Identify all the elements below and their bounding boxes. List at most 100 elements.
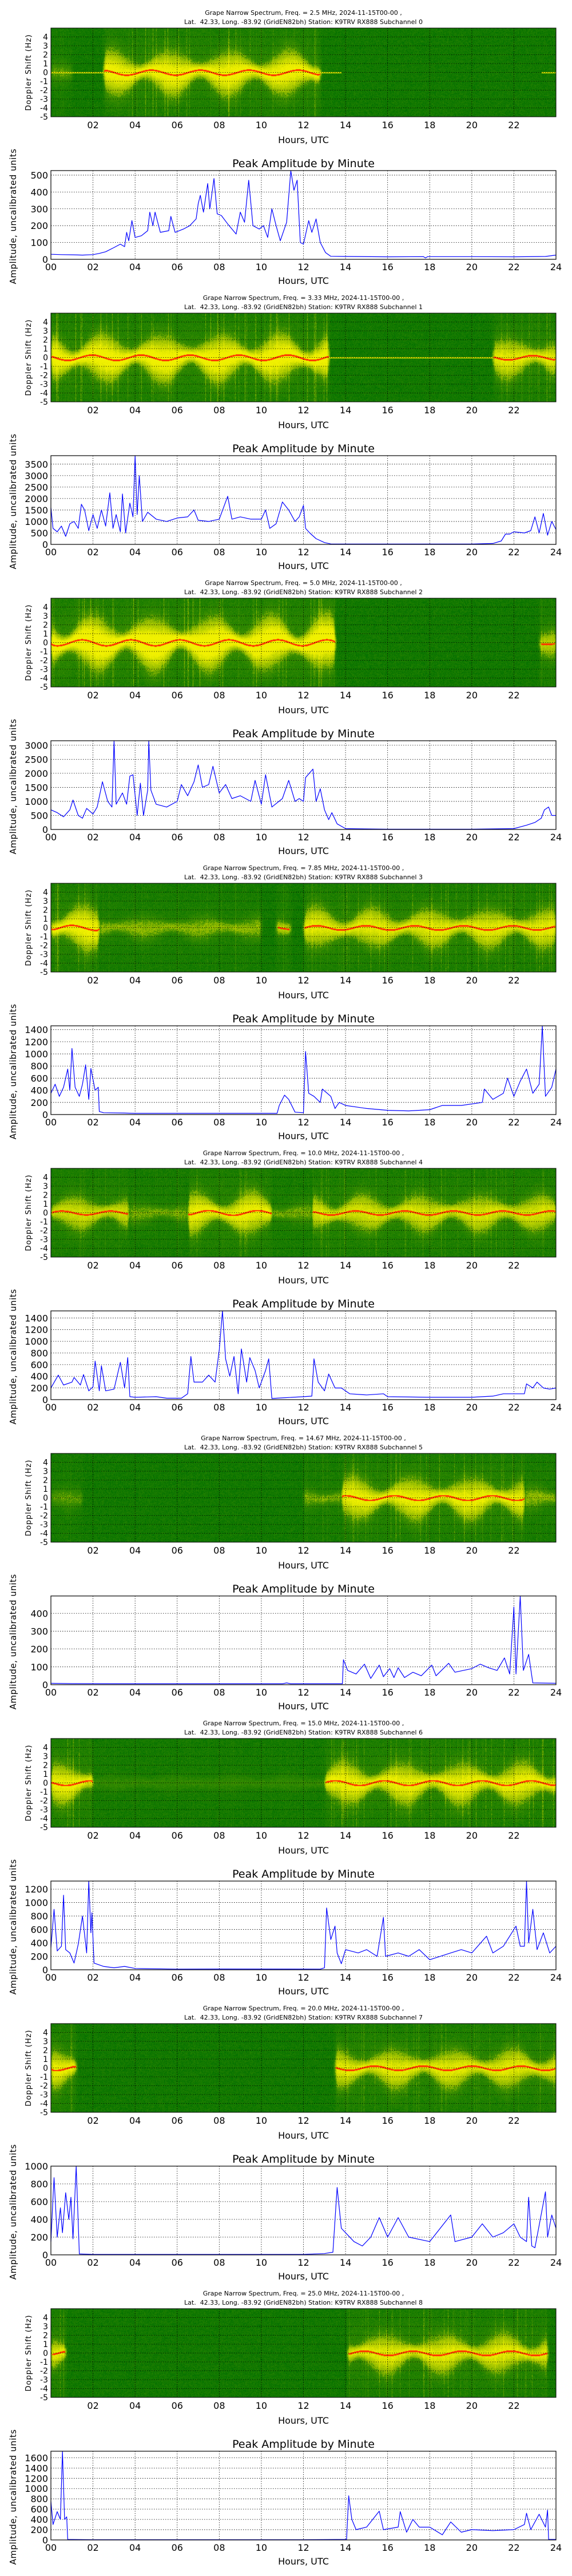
spectrogram-ylabel: Doppler Shift (Hz) bbox=[25, 890, 33, 966]
amplitude-xtick-label: 22 bbox=[508, 1972, 519, 1983]
spectrogram-ytick-label: -2 bbox=[40, 86, 48, 96]
spectrogram-title-line-2: Lat. 42.33, Long. -83.92 (GridEN82bh) St… bbox=[184, 1159, 423, 1166]
amplitude-ytick-label: 400 bbox=[30, 1085, 48, 1096]
amplitude-xtick-label: 10 bbox=[256, 1972, 267, 1983]
spectrogram-ytick-label: -4 bbox=[40, 104, 48, 113]
amplitude-ytick-label: 200 bbox=[30, 2524, 48, 2535]
spectrogram-ytick-label: 0 bbox=[43, 1494, 48, 1503]
spectrogram-ytick-label: -4 bbox=[40, 674, 48, 683]
amplitude-xtick-label: 02 bbox=[87, 1687, 98, 1698]
amplitude-ytick-label: 1000 bbox=[25, 2161, 48, 2172]
spectrogram-ytick-label: -2 bbox=[40, 1227, 48, 1236]
amplitude-ytick-label: 400 bbox=[30, 1608, 48, 1619]
amplitude-xtick-label: 24 bbox=[550, 2542, 562, 2553]
spectrogram-ytick-label: -3 bbox=[40, 1235, 48, 1244]
amplitude-xtick-label: 14 bbox=[340, 1117, 351, 1128]
amplitude-ytick-label: 1400 bbox=[25, 1025, 48, 1036]
spectrogram-title-line-1: Grape Narrow Spectrum, Freq. = 7.85 MHz,… bbox=[203, 864, 404, 872]
spectrogram-title-line-1: Grape Narrow Spectrum, Freq. = 10.0 MHz,… bbox=[203, 1149, 404, 1157]
spectrogram-ytick-label: 4 bbox=[43, 603, 48, 613]
amplitude-xtick-label: 04 bbox=[129, 832, 141, 843]
spectrogram-ytick-label: 0 bbox=[43, 69, 48, 78]
spectrogram-xtick-label: 22 bbox=[508, 690, 519, 701]
amplitude-xtick-label: 24 bbox=[550, 1972, 562, 1983]
amplitude-ytick-label: 500 bbox=[30, 528, 48, 539]
spectrogram-frame bbox=[50, 2023, 557, 2113]
amplitude-ytick-label: 1400 bbox=[25, 2463, 48, 2474]
spectrogram-ytick-label: 2 bbox=[43, 2332, 48, 2341]
spectrogram-ytick-label: -4 bbox=[40, 1530, 48, 1539]
spectrogram-xtick-label: 04 bbox=[129, 1830, 141, 1841]
amplitude-ylabel: Amplitude, uncalibrated units bbox=[8, 2144, 18, 2280]
spectrogram-ytick-label: 0 bbox=[43, 354, 48, 363]
amplitude-chart-frame bbox=[50, 2166, 557, 2255]
amplitude-ytick-label: 100 bbox=[30, 238, 48, 248]
amplitude-series-line bbox=[50, 2451, 556, 2541]
spectrogram-xtick-label: 22 bbox=[508, 405, 519, 416]
amplitude-ytick-label: 0 bbox=[42, 254, 48, 265]
amplitude-xtick-label: 02 bbox=[87, 262, 98, 272]
spectrogram-frame bbox=[50, 598, 557, 688]
amplitude-xtick-label: 00 bbox=[45, 832, 57, 843]
panel-axes: Grape Narrow Spectrum, Freq. = 5.0 MHz, … bbox=[8, 579, 562, 856]
amplitude-ytick-label: 800 bbox=[30, 2494, 48, 2504]
spectrogram-xtick-label: 16 bbox=[382, 1545, 393, 1556]
amplitude-ytick-label: 1000 bbox=[25, 2483, 48, 2494]
spectrogram-ylabel: Doppler Shift (Hz) bbox=[25, 1745, 33, 1822]
spectrogram-title-line-2: Lat. 42.33, Long. -83.92 (GridEN82bh) St… bbox=[184, 303, 423, 311]
amplitude-xtick-label: 04 bbox=[129, 2257, 141, 2268]
amplitude-xlabel: Hours, UTC bbox=[278, 2556, 329, 2567]
amplitude-ytick-label: 1000 bbox=[25, 796, 48, 807]
amplitude-xtick-label: 16 bbox=[382, 1117, 393, 1128]
spectrogram-ytick-label: 3 bbox=[43, 1182, 48, 1191]
amplitude-xtick-label: 20 bbox=[466, 1687, 478, 1698]
amplitude-xtick-label: 12 bbox=[297, 1972, 309, 1983]
amplitude-ylabel: Amplitude, uncalibrated units bbox=[8, 1004, 18, 1140]
spectrogram-xtick-label: 22 bbox=[508, 120, 519, 131]
amplitude-ytick-label: 500 bbox=[30, 810, 48, 821]
amplitude-xtick-label: 02 bbox=[87, 2257, 98, 2268]
amplitude-ytick-label: 1000 bbox=[25, 516, 48, 527]
amplitude-xtick-label: 16 bbox=[382, 1687, 393, 1698]
amplitude-ytick-label: 600 bbox=[30, 1073, 48, 1084]
spectrogram-ytick-label: 3 bbox=[43, 1752, 48, 1761]
spectrogram-ytick-label: -4 bbox=[40, 2100, 48, 2109]
amplitude-xtick-label: 04 bbox=[129, 1402, 141, 1413]
spectrogram-xtick-label: 14 bbox=[340, 405, 351, 416]
amplitude-xtick-label: 18 bbox=[424, 1687, 435, 1698]
amplitude-xtick-label: 22 bbox=[508, 1402, 519, 1413]
amplitude-xtick-label: 24 bbox=[550, 547, 562, 558]
amplitude-chart-frame bbox=[50, 1025, 557, 1115]
spectrogram-ytick-label: 1 bbox=[43, 2340, 48, 2349]
spectrogram-ytick-label: -4 bbox=[40, 2385, 48, 2394]
amplitude-xtick-label: 18 bbox=[424, 1972, 435, 1983]
spectrogram-ytick-label: -5 bbox=[40, 1823, 48, 1832]
amplitude-series-line bbox=[50, 1310, 557, 1399]
spectrogram-ytick-label: 2 bbox=[43, 2046, 48, 2056]
spectrogram-ytick-label: 2 bbox=[43, 51, 48, 60]
spectrogram-ytick-label: -5 bbox=[40, 968, 48, 977]
spectrogram-ytick-label: 1 bbox=[43, 630, 48, 639]
amplitude-xtick-label: 06 bbox=[172, 1117, 183, 1128]
spectrogram-xtick-label: 20 bbox=[466, 2400, 478, 2411]
spectrogram-xtick-label: 12 bbox=[297, 1830, 309, 1841]
amplitude-xtick-label: 24 bbox=[550, 262, 562, 272]
spectrogram-ytick-label: -1 bbox=[40, 1503, 48, 1512]
spectrogram-ytick-label: 2 bbox=[43, 621, 48, 630]
amplitude-xtick-label: 10 bbox=[256, 547, 267, 558]
amplitude-xtick-label: 22 bbox=[508, 547, 519, 558]
spectrogram-frame bbox=[50, 27, 557, 117]
spectrogram-xtick-label: 22 bbox=[508, 1260, 519, 1271]
amplitude-ytick-label: 500 bbox=[30, 170, 48, 181]
spectrogram-frame bbox=[50, 1168, 557, 1258]
amplitude-ytick-label: 200 bbox=[30, 2232, 48, 2243]
amplitude-xtick-label: 12 bbox=[297, 547, 309, 558]
amplitude-ylabel: Amplitude, uncalibrated units bbox=[8, 2429, 18, 2565]
amplitude-ytick-label: 200 bbox=[30, 1951, 48, 1962]
spectrogram-xtick-label: 18 bbox=[424, 2400, 435, 2411]
spectrogram-xtick-label: 16 bbox=[382, 405, 393, 416]
spectrogram-title-line-2: Lat. 42.33, Long. -83.92 (GridEN82bh) St… bbox=[184, 2014, 423, 2021]
spectrogram-xtick-label: 16 bbox=[382, 120, 393, 131]
amplitude-xlabel: Hours, UTC bbox=[278, 1986, 329, 1997]
spectrogram-xlabel: Hours, UTC bbox=[278, 135, 329, 145]
